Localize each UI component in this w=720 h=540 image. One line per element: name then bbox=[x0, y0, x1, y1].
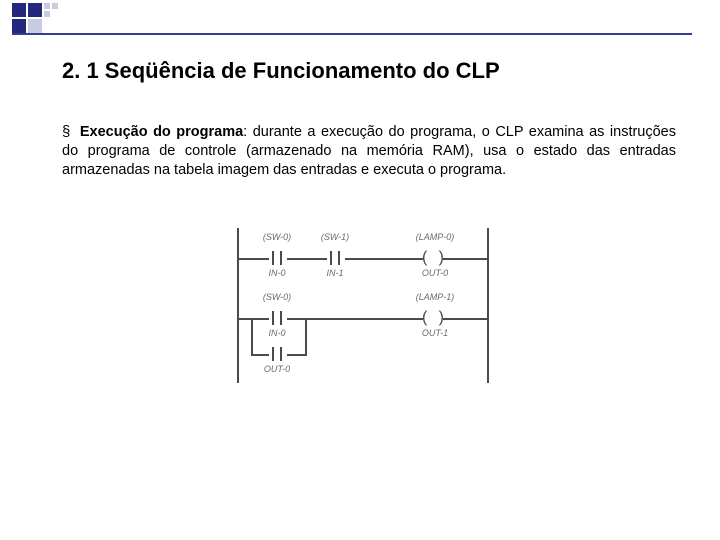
contact-no bbox=[325, 248, 345, 268]
contact-no bbox=[267, 248, 287, 268]
output-coil: () bbox=[422, 308, 444, 328]
contact-label-bottom: IN-0 bbox=[261, 328, 293, 338]
coil-label-bottom: OUT-0 bbox=[415, 268, 455, 278]
contact-no bbox=[267, 344, 287, 364]
contact-label-top: (SW-0) bbox=[255, 232, 299, 242]
body-paragraph: § Execução do programa: durante a execuç… bbox=[62, 122, 676, 180]
coil-label-bottom: OUT-1 bbox=[415, 328, 455, 338]
bullet-icon: § bbox=[62, 123, 70, 140]
coil-label-top: (LAMP-0) bbox=[407, 232, 463, 242]
lead-term: Execução do programa bbox=[80, 124, 243, 140]
contact-label-top: (SW-1) bbox=[313, 232, 357, 242]
contact-no bbox=[267, 308, 287, 328]
coil-label-top: (LAMP-1) bbox=[407, 292, 463, 302]
left-rail bbox=[237, 228, 239, 383]
contact-label-bottom: IN-1 bbox=[319, 268, 351, 278]
right-rail bbox=[487, 228, 489, 383]
ladder-diagram: (SW-0) IN-0 (SW-1) IN-1 () (LAMP-0) OUT-… bbox=[229, 218, 509, 393]
contact-label-top: (SW-0) bbox=[255, 292, 299, 302]
output-coil: () bbox=[422, 248, 444, 268]
slide-decoration bbox=[0, 0, 720, 38]
branch-label-bottom: OUT-0 bbox=[257, 364, 297, 374]
contact-label-bottom: IN-0 bbox=[261, 268, 293, 278]
slide-title: 2. 1 Seqüência de Funcionamento do CLP bbox=[62, 58, 676, 84]
